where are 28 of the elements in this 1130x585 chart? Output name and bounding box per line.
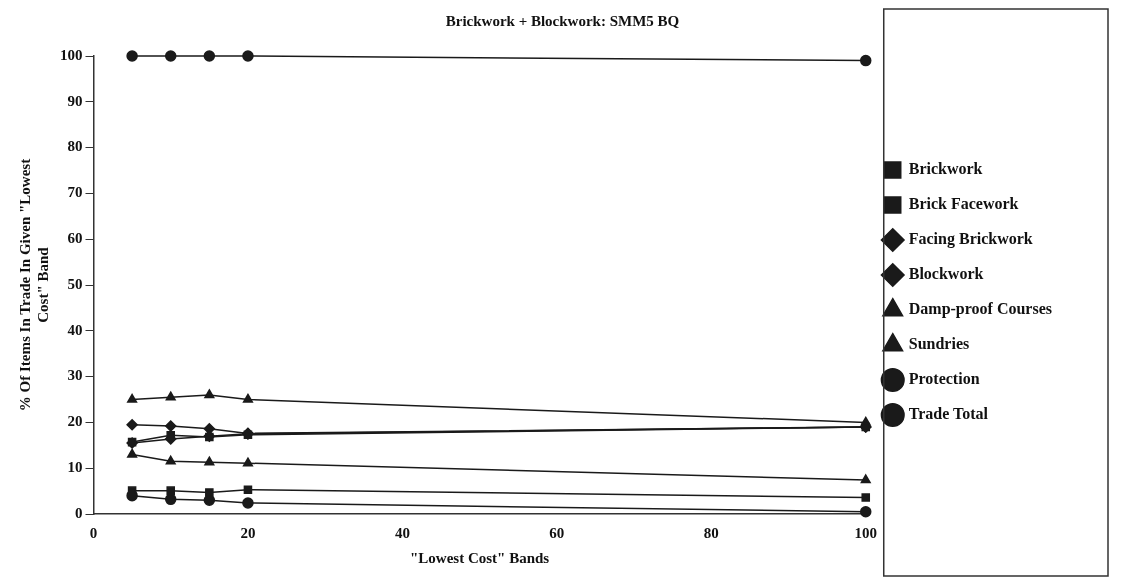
legend-label: Facing Brickwork <box>908 230 1033 249</box>
y-axis-title: % Of Items In Trade In Given "Lowest Cost" Band <box>16 158 51 412</box>
y-tick-label: 50 <box>67 275 83 292</box>
y-tick-label: 70 <box>67 184 83 201</box>
y-tick-label: 30 <box>67 367 83 384</box>
legend-label: Sundries <box>908 335 970 353</box>
legend-label: Trade Total <box>908 405 989 423</box>
legend-label: Damp-proof Courses <box>908 300 1053 319</box>
x-tick-label: 0 <box>89 524 98 541</box>
legend-label: Brickwork <box>908 160 983 178</box>
y-tick-label: 80 <box>67 138 83 155</box>
y-tick-label: 60 <box>67 230 83 247</box>
y-tick-label: 20 <box>67 413 83 430</box>
y-tick-label: 40 <box>67 321 83 338</box>
y-tick-label: 90 <box>67 92 83 109</box>
chart-title: Brickwork + Blockwork: SMM5 BQ <box>445 12 680 29</box>
legend-label: Blockwork <box>908 265 984 283</box>
legend-label: Protection <box>908 370 980 388</box>
y-tick-label: 100 <box>60 46 83 63</box>
x-tick-label: 40 <box>394 524 410 541</box>
x-tick-label: 100 <box>854 524 877 541</box>
x-tick-label: 80 <box>703 524 719 541</box>
y-tick-label: 10 <box>67 459 83 476</box>
x-axis-title: "Lowest Cost" Bands <box>410 549 550 566</box>
x-tick-label: 20 <box>240 524 256 541</box>
y-tick-label: 0 <box>75 504 83 521</box>
x-tick-label: 60 <box>549 524 565 541</box>
legend-label: Brick Facework <box>908 195 1019 213</box>
